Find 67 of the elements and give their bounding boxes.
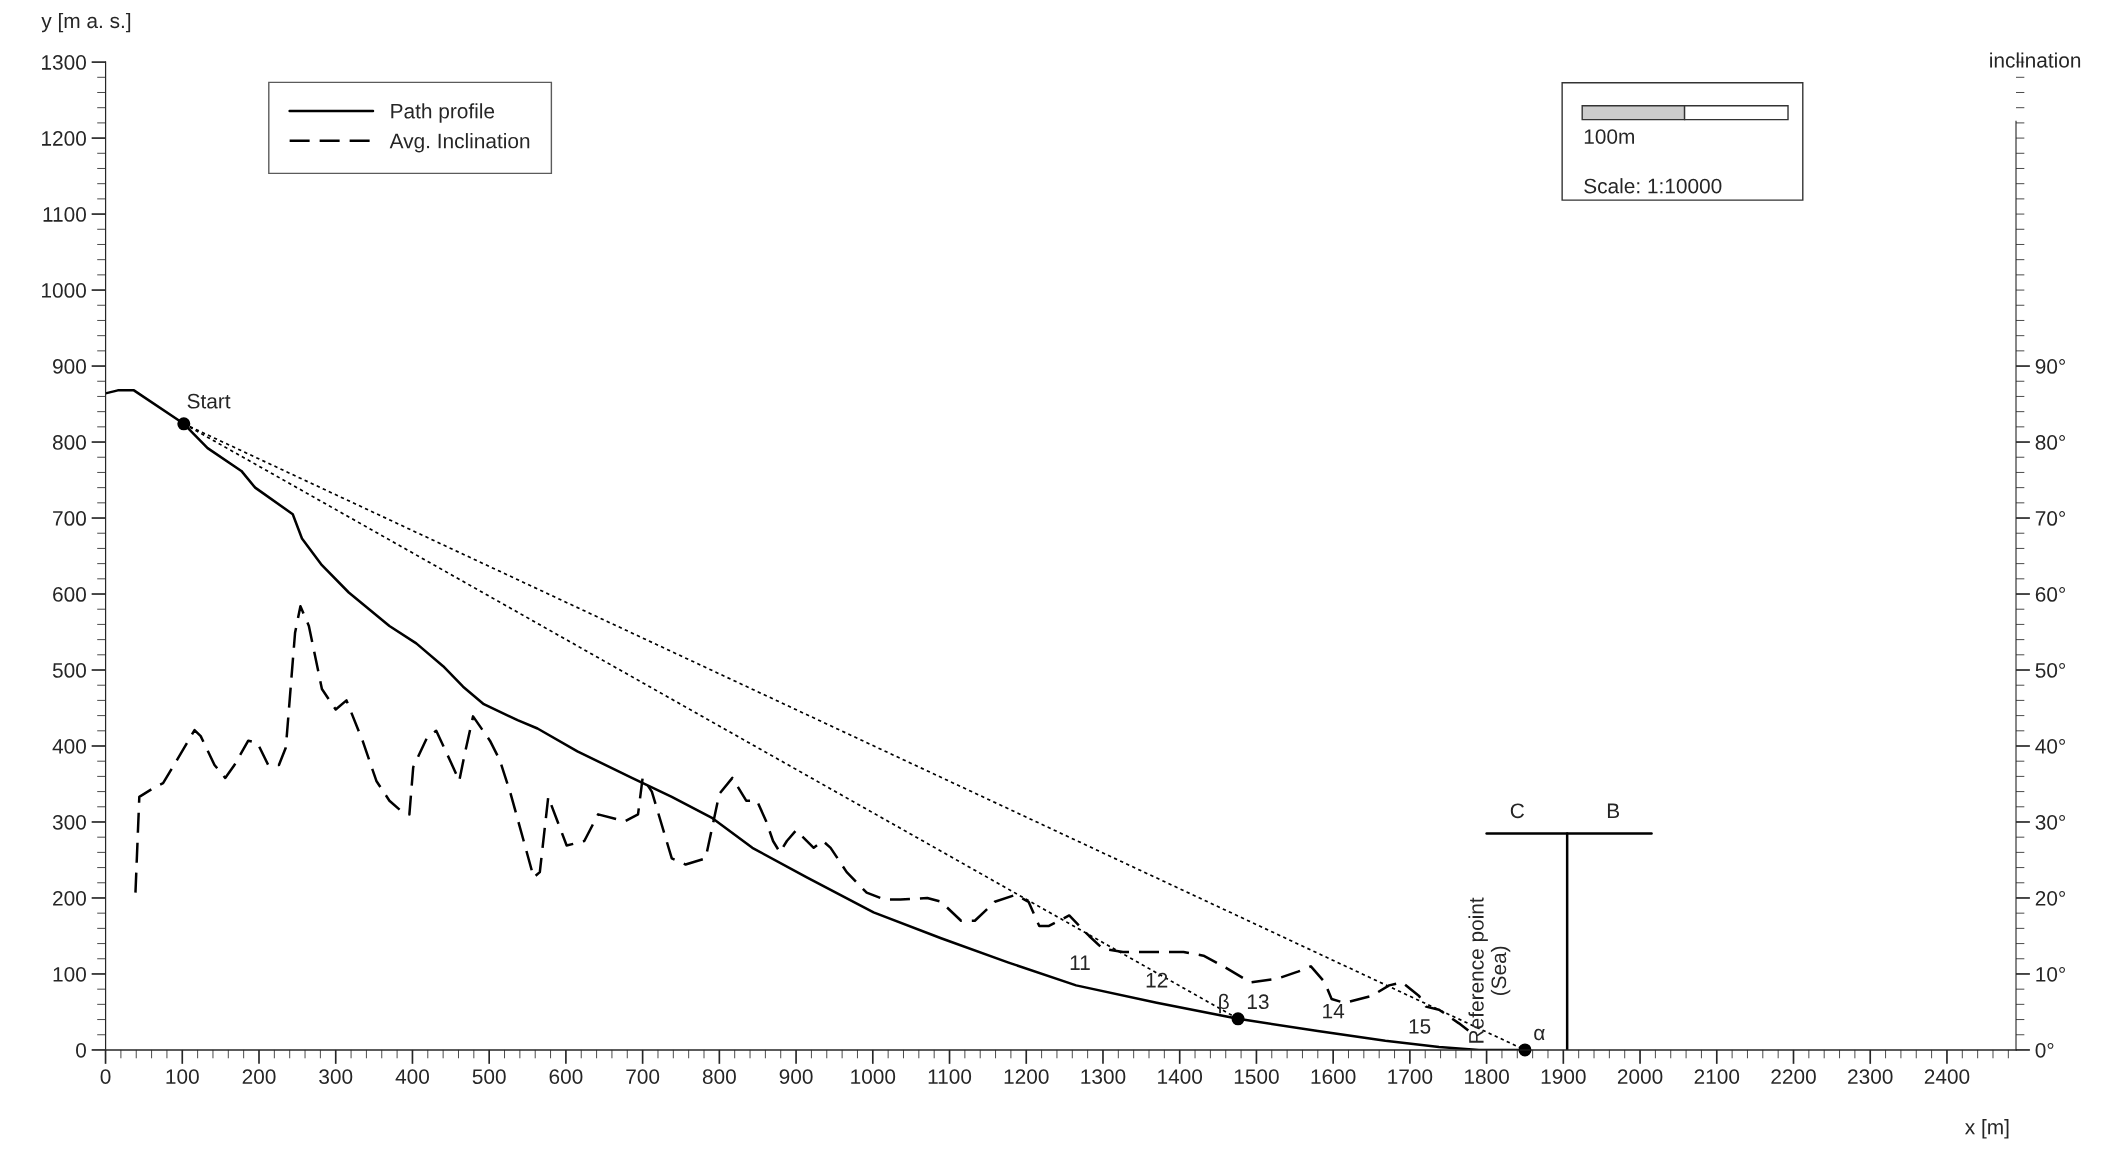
legend-label: Avg. Inclination	[389, 133, 530, 153]
legend-label: Path profile	[391, 103, 495, 123]
y-tick-label: 1100	[43, 207, 86, 222]
y2-tick-label: 50°	[2035, 663, 2066, 678]
y-tick-label: 1000	[42, 283, 86, 298]
annotation: 14	[1323, 1003, 1345, 1019]
x-tick-label: 2100	[1694, 1069, 1740, 1084]
y-tick-label: 900	[53, 359, 86, 374]
x-tick-label: 1500	[1234, 1069, 1279, 1084]
y-tick-label: 0	[76, 1042, 86, 1058]
x-tick-label: 2300	[1848, 1069, 1893, 1084]
x-tick-label: 500	[472, 1069, 506, 1084]
y2-tick-label: 70°	[2035, 511, 2066, 526]
y-tick-label: 200	[53, 890, 86, 906]
y-axis-title: y [m a. s.]	[41, 12, 131, 33]
x-tick-label: 400	[395, 1069, 430, 1084]
y-tick-label: 700	[53, 511, 86, 526]
x-tick-label: 2200	[1771, 1069, 1816, 1084]
annotation: 100m	[1584, 129, 1634, 144]
x-tick-label: 600	[549, 1069, 583, 1084]
annotation: Scale: 1:10000	[1584, 178, 1722, 194]
annotation: 15	[1409, 1019, 1431, 1034]
annotation: B	[1607, 803, 1620, 818]
x-tick-label: 1400	[1158, 1069, 1203, 1084]
x-tick-label: 1200	[1004, 1069, 1049, 1084]
annotation: α	[1534, 1028, 1545, 1041]
x-tick-label: 700	[626, 1069, 660, 1084]
x-tick-label: 300	[319, 1069, 353, 1084]
y-tick-label: 800	[52, 435, 86, 450]
y-tick-label: 400	[52, 739, 86, 754]
x-tick-label: 800	[702, 1069, 736, 1084]
y-tick-label: 1300	[42, 55, 86, 70]
x-tick-label: 1700	[1388, 1069, 1433, 1084]
x-tick-label: 100	[166, 1069, 199, 1084]
y2-tick-label: 10°	[2036, 966, 2066, 982]
annotation: C	[1510, 803, 1525, 819]
y2-tick-label: 20°	[2035, 890, 2066, 906]
y2-tick-label: 40°	[2035, 739, 2066, 754]
y2-tick-label: 60°	[2035, 587, 2066, 602]
annotation: 11	[1070, 955, 1090, 970]
y-tick-label: 100	[53, 966, 86, 982]
y2-tick-label: 80°	[2035, 435, 2066, 450]
x-tick-label: 1300	[1081, 1069, 1126, 1084]
x-tick-label: 1800	[1465, 1069, 1509, 1084]
y-tick-label: 500	[52, 663, 86, 678]
annotation: Reference point (Sea)	[1468, 897, 1511, 1043]
x-tick-label: 1600	[1311, 1069, 1356, 1084]
y-tick-label: 1200	[42, 131, 86, 146]
y-tick-label: 300	[52, 814, 86, 830]
x-tick-label: 1100	[928, 1069, 972, 1084]
annotation: β	[1219, 993, 1229, 1014]
y2-tick-label: 30°	[2035, 814, 2066, 830]
x-tick-label: 1900	[1541, 1069, 1586, 1084]
y2-tick-label: 90°	[2035, 359, 2066, 374]
x-tick-label: 1000	[851, 1069, 896, 1084]
x-tick-label: 200	[242, 1069, 276, 1084]
x-tick-label: 0	[100, 1069, 111, 1084]
x-tick-label: 900	[779, 1069, 813, 1084]
annotation: 12	[1146, 972, 1168, 988]
x-tick-label: 2400	[1924, 1069, 1970, 1084]
x-axis-title: x [m]	[1965, 1119, 2009, 1139]
x-tick-label: 2000	[1617, 1069, 1663, 1084]
y-tick-label: 600	[53, 587, 86, 602]
annotation: 13	[1247, 994, 1269, 1010]
y2-axis-title: inclination	[1990, 52, 2081, 68]
y2-tick-label: 0°	[2035, 1042, 2054, 1058]
annotation: Start	[187, 393, 231, 409]
